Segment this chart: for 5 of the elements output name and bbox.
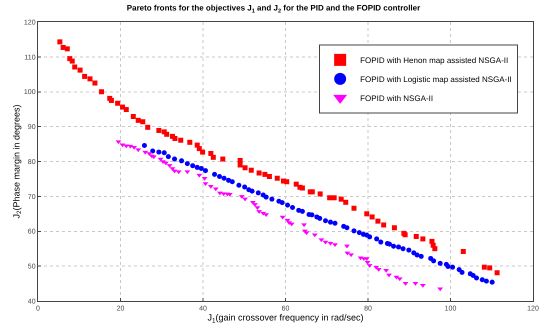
legend-label: FOPID with Logistic map assisted NSGA-II — [360, 74, 512, 84]
chart-title: Pareto fronts for the objectives J$_{1}$ and J$_{2}$ for the PID and the FOPID controller — [126, 4, 420, 14]
legend-label: FOPID with Henon map assisted NSGA-II — [360, 56, 508, 65]
legend-label: FOPID with NSGA-II — [360, 94, 434, 103]
x-axis-title: J$_{1}$(gain crossover frequency in rad/sec) — [207, 312, 364, 324]
